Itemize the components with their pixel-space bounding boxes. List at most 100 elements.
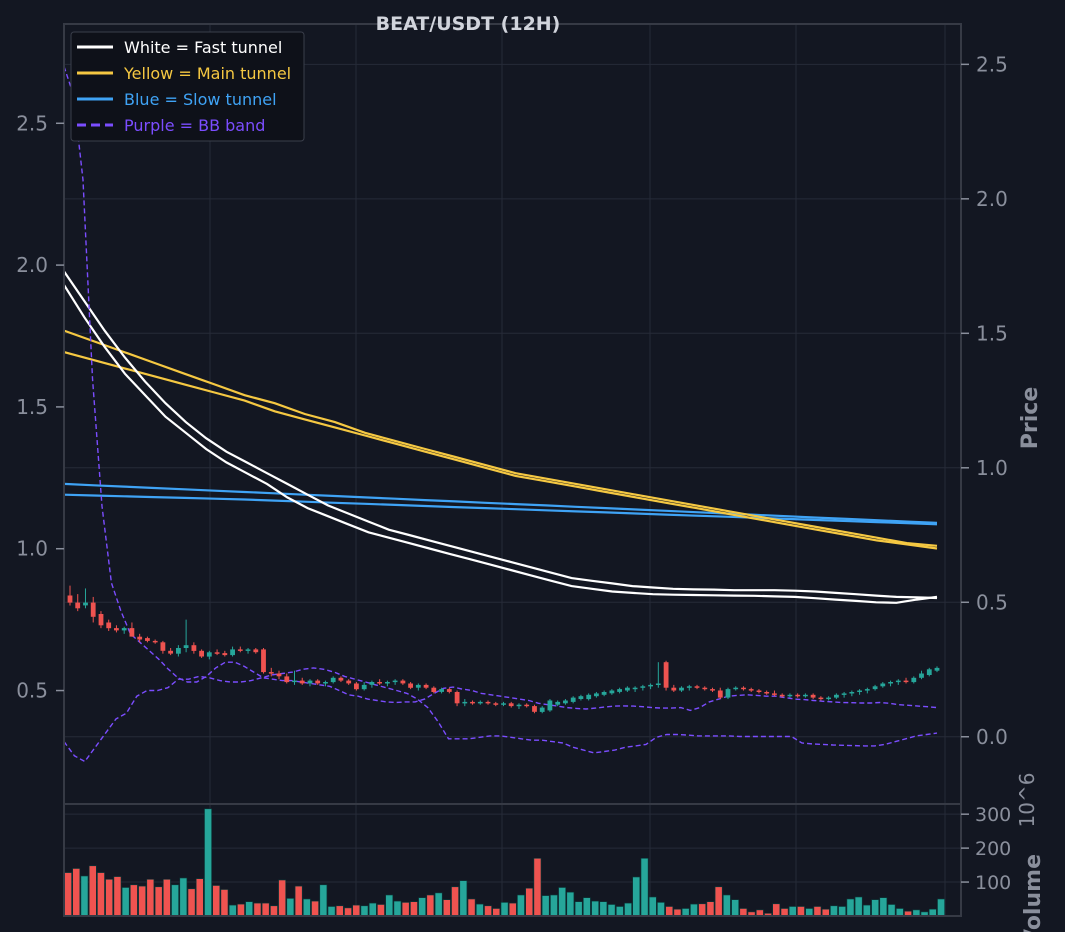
candle-body	[702, 687, 708, 690]
volume-bar	[879, 897, 888, 917]
volume-bar	[105, 878, 113, 917]
right-axis-tick-label: 0.5	[976, 590, 1008, 614]
legend: White = Fast tunnel Yellow = Main tunnel…	[70, 31, 305, 142]
volume-bar	[278, 879, 287, 917]
candle-body	[772, 693, 777, 695]
right-axis-tick-label: 1.5	[976, 321, 1008, 345]
bb-band-lines	[63, 66, 938, 763]
right-axis-tick-label: 1.0	[976, 456, 1008, 480]
volume-bar	[426, 894, 435, 917]
volume-bar	[261, 902, 270, 917]
grid	[64, 24, 961, 916]
candle-body	[748, 689, 754, 691]
candle-body	[423, 684, 429, 688]
volume-bar	[665, 906, 674, 917]
volume-axis-tick-label: 100	[975, 872, 1011, 894]
candle-body	[377, 682, 382, 684]
left-axis-tick-label: 2.5	[16, 111, 48, 135]
volume-axis-tick-label: 300	[975, 804, 1011, 826]
volume-bar	[475, 903, 484, 917]
candle-body	[268, 672, 274, 674]
volume-bar	[72, 868, 81, 917]
volume-bar	[500, 902, 509, 917]
left-axis-tick-label: 1.5	[16, 395, 48, 419]
candle-body	[214, 652, 220, 654]
candle-body	[191, 645, 197, 651]
volume-bar	[780, 908, 789, 917]
candle-body	[563, 700, 568, 704]
volume-bar	[830, 905, 838, 917]
volume-bar	[517, 894, 525, 917]
candle-body	[361, 684, 367, 690]
candle-body	[733, 687, 739, 690]
volume-bar	[632, 876, 641, 917]
candle-body	[431, 687, 437, 692]
candle-body	[462, 701, 468, 704]
volume-bar	[624, 902, 632, 917]
volume-bar	[253, 902, 262, 917]
legend-box	[70, 31, 305, 142]
candle-body	[470, 701, 475, 704]
candle-body	[299, 680, 305, 684]
volume-bar	[344, 907, 352, 917]
candle-body	[446, 689, 452, 692]
volume-bar	[615, 906, 624, 917]
volume-bar	[179, 877, 188, 917]
volume-bar	[937, 898, 945, 917]
volume-bar	[871, 899, 879, 917]
candle-body	[888, 682, 893, 684]
volume-bar	[121, 887, 130, 917]
slow-tunnel-line	[63, 482, 938, 524]
candle-body	[555, 701, 561, 705]
legend-label-slow: Blue = Slow tunnel	[124, 90, 277, 109]
bb-lower-line	[63, 667, 938, 763]
volume-bar	[673, 908, 682, 917]
candle-body	[323, 682, 328, 684]
right-axis-tick-label: 2.5	[976, 52, 1008, 76]
candle-body	[818, 697, 824, 700]
volume-bar	[607, 904, 616, 917]
volume-bar	[541, 895, 550, 917]
candle-body	[392, 680, 398, 683]
price-axis-label: Price	[1018, 387, 1043, 449]
volume-bar	[525, 887, 534, 917]
candle-body	[90, 602, 96, 617]
candle-body	[307, 680, 313, 684]
candle-body	[439, 689, 444, 692]
candle-body	[570, 697, 576, 702]
volume-bar	[154, 886, 163, 917]
volume-bar	[204, 808, 212, 917]
candle-body	[415, 684, 421, 688]
volume-bar	[418, 897, 427, 917]
candle-body	[895, 680, 901, 683]
fast-tunnel-line	[63, 270, 938, 600]
volume-bars	[64, 808, 945, 917]
candle-body	[222, 653, 228, 656]
volume-bar	[451, 886, 459, 917]
volume-bar	[862, 904, 871, 917]
candle-body	[176, 648, 181, 654]
candle-body	[803, 694, 808, 697]
candle-body	[648, 684, 653, 687]
legend-label-fast: White = Fast tunnel	[124, 38, 282, 57]
volume-bar	[302, 898, 311, 917]
volume-bar	[187, 888, 196, 917]
volume-bar	[508, 902, 517, 917]
volume-bar	[484, 905, 492, 917]
candle-body	[741, 687, 746, 690]
volume-bar	[220, 889, 229, 917]
volume-bar	[319, 884, 328, 917]
volume-bar	[393, 900, 402, 917]
candle-body	[880, 683, 886, 687]
volume-bar	[377, 904, 385, 917]
candle-body	[764, 692, 770, 694]
legend-label-bb: Purple = BB band	[124, 116, 265, 135]
candle-body	[454, 692, 460, 704]
volume-bar	[574, 901, 583, 917]
volume-bar	[640, 857, 649, 917]
main-tunnel-line	[63, 351, 938, 550]
candle-body	[98, 614, 104, 626]
volume-bar	[163, 878, 171, 917]
candle-body	[671, 687, 677, 691]
